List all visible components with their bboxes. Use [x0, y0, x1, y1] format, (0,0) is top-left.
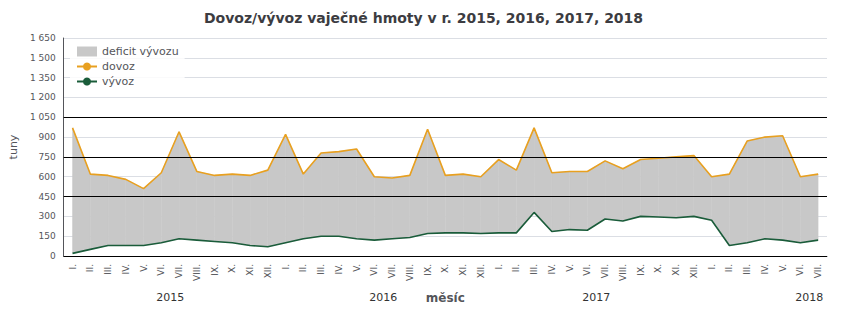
svg-text:VI.: VI.: [369, 264, 379, 276]
svg-text:750: 750: [38, 152, 55, 162]
svg-text:2015: 2015: [156, 291, 184, 304]
svg-text:900: 900: [38, 132, 55, 142]
svg-text:2017: 2017: [582, 291, 610, 304]
svg-text:VII.: VII.: [600, 264, 610, 278]
svg-text:IV.: IV.: [547, 264, 557, 275]
svg-text:tuny: tuny: [7, 134, 20, 159]
svg-text:XII.: XII.: [263, 264, 273, 278]
svg-text:X.: X.: [227, 264, 237, 273]
svg-text:1 500: 1 500: [30, 53, 56, 63]
svg-text:III.: III.: [103, 264, 113, 275]
svg-text:IV.: IV.: [121, 264, 131, 275]
svg-text:V.: V.: [352, 264, 362, 272]
svg-text:I.: I.: [68, 264, 78, 270]
svg-text:XI.: XI.: [245, 264, 255, 276]
svg-text:XII.: XII.: [476, 264, 486, 278]
svg-text:2016: 2016: [369, 291, 397, 304]
svg-text:V.: V.: [139, 264, 149, 272]
svg-text:deficit vývozu: deficit vývozu: [102, 45, 179, 58]
svg-text:I.: I.: [707, 264, 717, 270]
svg-text:vývoz: vývoz: [102, 75, 134, 88]
svg-text:II.: II.: [511, 264, 521, 272]
svg-text:600: 600: [38, 172, 55, 182]
svg-text:1 650: 1 650: [30, 33, 56, 43]
svg-text:VI.: VI.: [156, 264, 166, 276]
svg-text:X.: X.: [440, 264, 450, 273]
svg-text:dovoz: dovoz: [102, 60, 135, 73]
svg-text:VI.: VI.: [795, 264, 805, 276]
svg-text:V.: V.: [565, 264, 575, 272]
svg-text:II.: II.: [298, 264, 308, 272]
svg-text:0: 0: [50, 251, 56, 261]
svg-text:IX.: IX.: [210, 264, 220, 276]
svg-text:III.: III.: [529, 264, 539, 275]
svg-text:XI.: XI.: [458, 264, 468, 276]
svg-text:IX.: IX.: [423, 264, 433, 276]
svg-text:2018: 2018: [795, 291, 823, 304]
svg-text:II.: II.: [724, 264, 734, 272]
svg-text:VIII.: VIII.: [618, 264, 628, 281]
svg-text:X.: X.: [653, 264, 663, 273]
svg-text:VII.: VII.: [387, 264, 397, 278]
svg-text:XII.: XII.: [689, 264, 699, 278]
svg-text:I.: I.: [281, 264, 291, 270]
svg-text:VI.: VI.: [582, 264, 592, 276]
svg-text:VIII.: VIII.: [192, 264, 202, 281]
svg-text:1 350: 1 350: [30, 73, 56, 83]
svg-text:V.: V.: [778, 264, 788, 272]
svg-text:150: 150: [38, 231, 55, 241]
svg-text:IV.: IV.: [334, 264, 344, 275]
svg-text:1 200: 1 200: [30, 92, 56, 102]
svg-text:VII.: VII.: [174, 264, 184, 278]
svg-text:VIII.: VIII.: [405, 264, 415, 281]
svg-text:II.: II.: [85, 264, 95, 272]
svg-text:III.: III.: [316, 264, 326, 275]
svg-text:IX.: IX.: [636, 264, 646, 276]
svg-text:VII.: VII.: [813, 264, 823, 278]
svg-text:I.: I.: [494, 264, 504, 270]
svg-text:Dovoz/vývoz vaječné hmoty v r.: Dovoz/vývoz vaječné hmoty v r. 2015, 201…: [204, 10, 643, 26]
svg-text:1 050: 1 050: [30, 112, 56, 122]
svg-text:300: 300: [38, 211, 55, 221]
svg-text:XI.: XI.: [671, 264, 681, 276]
svg-text:IV.: IV.: [760, 264, 770, 275]
svg-text:měsíc: měsíc: [426, 291, 465, 305]
svg-text:III.: III.: [742, 264, 752, 275]
svg-text:450: 450: [38, 192, 55, 202]
